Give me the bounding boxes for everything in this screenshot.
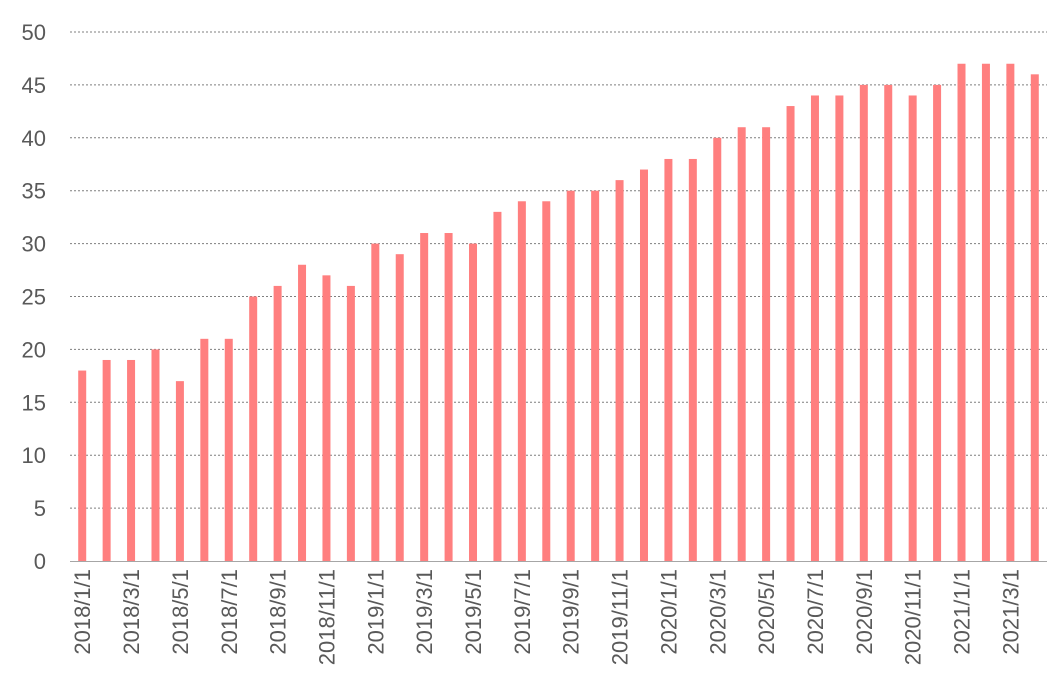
x-axis-ticks: 2018/1/1 2018/3/1 2018/5/1 2018/7/1 2018/9/1…	[70, 569, 1023, 665]
y-tick-label: 20	[22, 337, 46, 362]
bar	[786, 106, 795, 561]
bar	[542, 201, 551, 561]
x-tick-label: 2019/7/1	[510, 569, 535, 655]
bar	[469, 243, 478, 561]
bar	[224, 338, 233, 561]
bar	[371, 243, 380, 561]
bar	[591, 190, 600, 561]
bar	[737, 127, 746, 561]
x-tick-label: 2020/11/1	[901, 569, 926, 665]
y-tick-label: 35	[22, 179, 46, 204]
bar	[151, 349, 160, 561]
bar	[810, 95, 819, 561]
y-tick-label: 25	[22, 285, 46, 310]
bar	[664, 158, 673, 561]
gridlines	[70, 31, 1047, 509]
bar	[493, 211, 502, 562]
x-tick-label: 2019/9/1	[559, 569, 584, 655]
bar	[981, 63, 990, 562]
bar	[688, 158, 697, 561]
y-tick-label: 45	[22, 73, 46, 98]
bar	[713, 137, 722, 562]
bar	[346, 285, 355, 561]
bar	[908, 95, 917, 561]
y-tick-label: 15	[22, 390, 46, 415]
x-tick-label: 2021/1/1	[950, 569, 975, 655]
bar	[200, 338, 209, 561]
y-tick-label: 0	[34, 549, 46, 574]
x-tick-label: 2020/7/1	[803, 569, 828, 655]
x-tick-label: 2018/3/1	[119, 569, 144, 655]
bar	[933, 84, 942, 562]
bar	[1030, 74, 1039, 561]
x-tick-label: 2020/9/1	[852, 569, 877, 655]
y-axis-ticks: 0 5 10 15 20 25 30 35 40 45 50	[22, 20, 46, 574]
bar	[322, 275, 331, 561]
x-tick-label: 2019/11/1	[608, 569, 633, 665]
x-tick-label: 2018/5/1	[168, 569, 193, 655]
bar	[884, 84, 893, 562]
bar	[762, 127, 771, 561]
bar	[517, 201, 526, 561]
bar	[395, 254, 404, 561]
x-tick-label: 2018/9/1	[266, 569, 291, 655]
y-tick-label: 40	[22, 126, 46, 151]
bar	[78, 370, 87, 561]
x-tick-label: 2019/3/1	[412, 569, 437, 655]
bar	[1006, 63, 1015, 562]
bar	[420, 233, 429, 561]
bar	[566, 190, 575, 561]
x-tick-label: 2020/1/1	[656, 569, 681, 655]
bar	[957, 63, 966, 562]
x-tick-label: 2018/7/1	[217, 569, 242, 655]
y-tick-label: 10	[22, 443, 46, 468]
bar	[639, 169, 648, 562]
y-tick-label: 30	[22, 232, 46, 257]
bar	[175, 381, 184, 561]
y-tick-label: 5	[34, 496, 46, 521]
x-tick-label: 2020/3/1	[705, 569, 730, 655]
x-tick-label: 2019/5/1	[461, 569, 486, 655]
bar	[102, 359, 111, 561]
bar	[249, 296, 258, 561]
x-tick-label: 2021/3/1	[998, 569, 1023, 655]
bar	[615, 180, 624, 561]
x-tick-label: 2018/1/1	[70, 569, 95, 655]
bar	[835, 95, 844, 561]
bars	[78, 63, 1039, 562]
bar	[298, 264, 307, 561]
x-tick-label: 2019/1/1	[363, 569, 388, 655]
x-tick-label: 2018/11/1	[314, 569, 339, 665]
y-tick-label: 50	[22, 20, 46, 45]
bar	[127, 359, 136, 561]
bar	[859, 84, 868, 562]
bar	[444, 233, 453, 561]
bar	[273, 285, 282, 561]
x-tick-label: 2020/5/1	[754, 569, 779, 655]
